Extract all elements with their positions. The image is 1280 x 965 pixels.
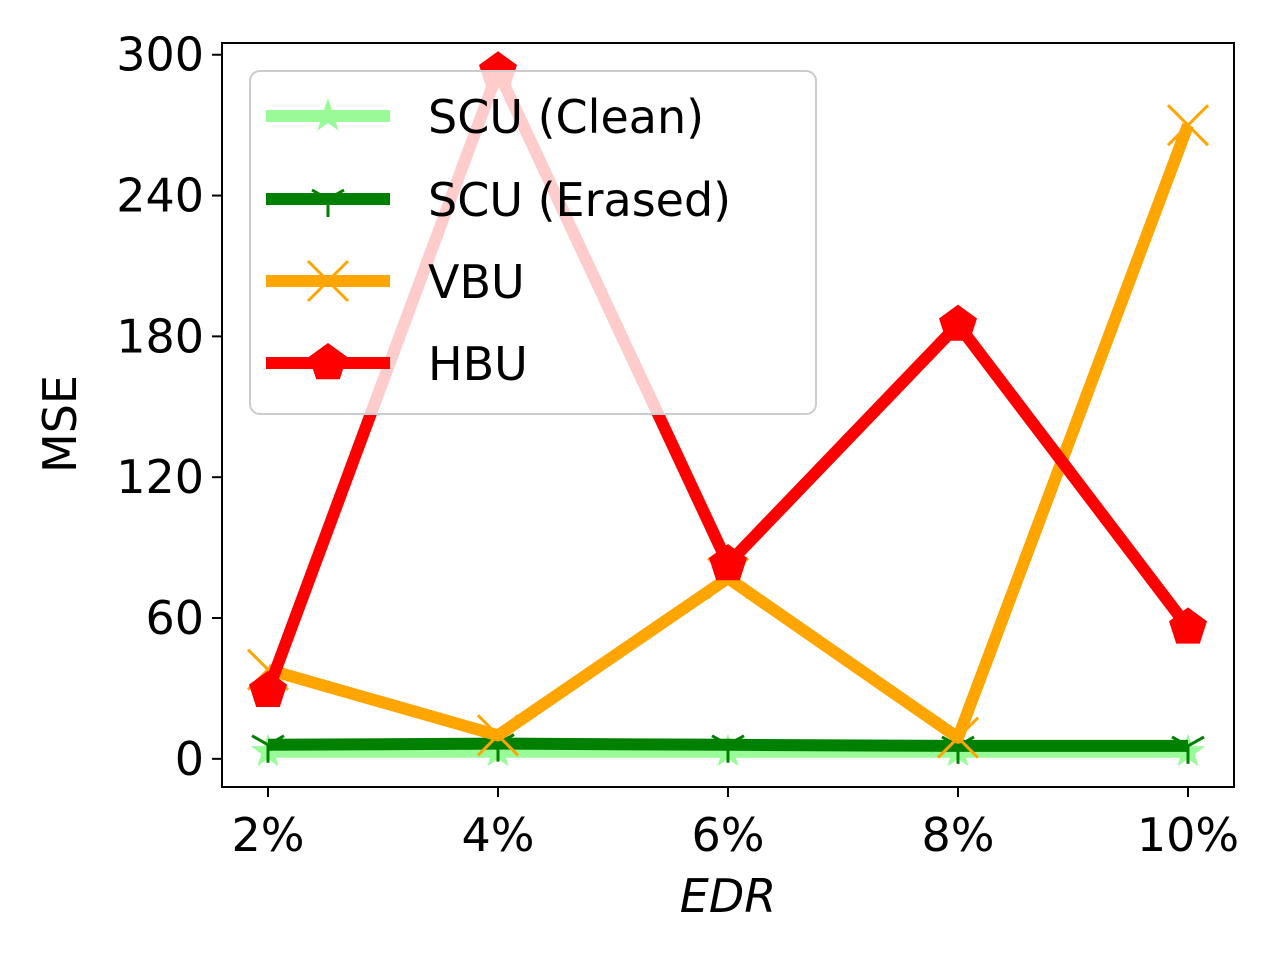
data-point-scu-erased [251, 734, 285, 763]
data-point-scu-erased [711, 734, 745, 763]
y-axis-title: MSE [33, 375, 87, 473]
legend: SCU (Clean) SCU (Erased) VBU HBU [249, 70, 817, 415]
x-tick-label: 2% [232, 808, 305, 862]
data-point-vbu [476, 714, 520, 757]
legend-box [249, 70, 817, 415]
data-point-vbu [1166, 104, 1210, 147]
data-point-hbu [1169, 607, 1207, 644]
data-point-vbu [936, 716, 980, 759]
y-tick-label: 180 [116, 309, 204, 363]
data-point-hbu [709, 544, 747, 581]
data-point-hbu [939, 304, 977, 341]
data-point-scu-erased [941, 735, 975, 764]
x-tick-label: 8% [922, 808, 995, 862]
legend-label: SCU (Clean) [428, 90, 704, 144]
y-tick-label: 300 [116, 28, 204, 82]
y-tick-label: 0 [175, 732, 204, 786]
x-tick-label: 4% [462, 808, 535, 862]
y-tick-label: 60 [145, 591, 204, 645]
legend-label: HBU [428, 337, 528, 391]
x-axis: 2% 4% 6% 8% 10% [232, 787, 1239, 862]
legend-label: VBU [428, 255, 525, 309]
x-tick-label: 6% [692, 808, 765, 862]
data-point-hbu [249, 670, 287, 707]
y-axis: 0 60 120 180 240 300 [116, 28, 222, 786]
series-scu-erased [251, 733, 1205, 764]
legend-swatch-marker [309, 343, 347, 380]
x-axis-title: EDR [680, 869, 776, 923]
y-tick-label: 240 [116, 169, 204, 223]
legend-swatch-marker [311, 188, 345, 217]
y-tick-label: 120 [116, 450, 204, 504]
x-tick-label: 10% [1137, 808, 1239, 862]
legend-swatch-marker [310, 98, 346, 131]
data-point-scu-erased [1171, 735, 1205, 764]
legend-label: SCU (Erased) [428, 173, 731, 227]
series-layer [246, 51, 1210, 767]
legend-swatch-marker [306, 259, 350, 303]
